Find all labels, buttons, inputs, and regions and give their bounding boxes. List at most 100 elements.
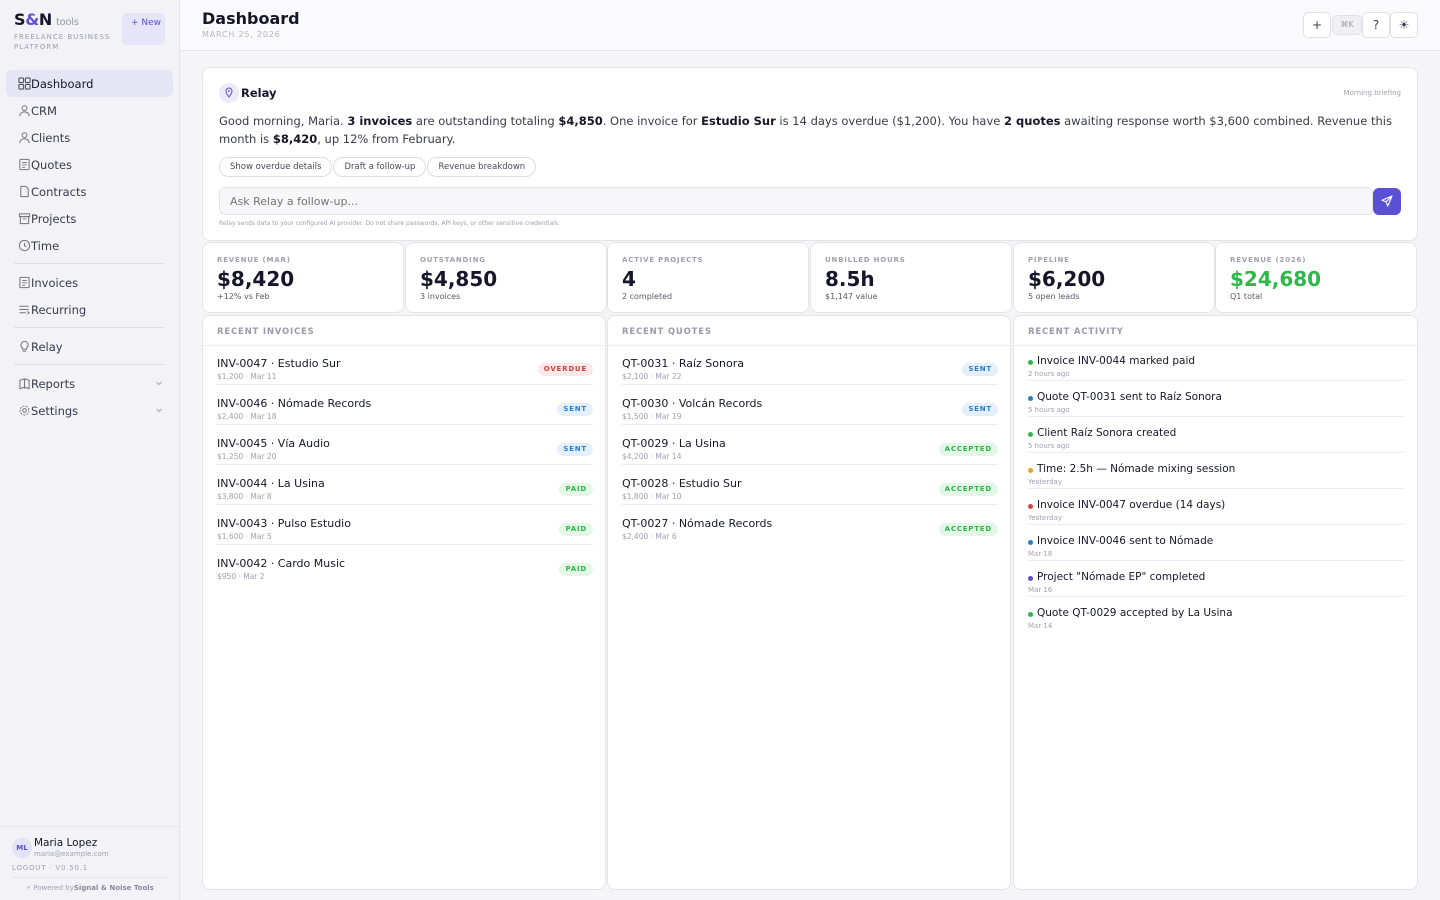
- activity-item[interactable]: Time: 2.5h — Nómade mixing session Yester…: [1028, 453, 1404, 489]
- activity-item[interactable]: Quote QT-0029 accepted by La Usina Mar 14: [1028, 597, 1404, 633]
- invoice-row[interactable]: INV-0043 · Pulso Estudio $1,600 · Mar 5 PA…: [217, 505, 593, 545]
- sidebar-item-invoices[interactable]: Invoices: [6, 269, 173, 296]
- invoice-row[interactable]: INV-0047 · Estudio Sur $1,200 · Mar 11 OVE…: [217, 345, 593, 385]
- sidebar-item-label: CRM: [31, 103, 57, 118]
- quote-icon: [19, 158, 30, 171]
- sidebar-item-reports[interactable]: Reports: [6, 370, 173, 397]
- sidebar-item-crm[interactable]: CRM: [6, 97, 173, 124]
- row-meta: $1,500 · Mar 19: [622, 412, 682, 421]
- invoice-list: INV-0047 · Estudio Sur $1,200 · Mar 11 OVE…: [217, 345, 593, 585]
- panel-heading: RECENT ACTIVITY: [1028, 327, 1124, 337]
- stat-card: PIPELINE $6,200 5 open leads: [1013, 242, 1215, 313]
- user-email: maria@example.com: [34, 850, 109, 858]
- briefing-text: awaiting response worth $3,600 combined.…: [219, 114, 1392, 146]
- briefing-text: Good morning, Maria.: [219, 114, 348, 128]
- row-title: INV-0042 · Cardo Music: [217, 557, 346, 570]
- sidebar-item-projects[interactable]: Projects: [6, 205, 173, 232]
- row-meta: $4,200 · Mar 14: [622, 452, 682, 461]
- activity-item[interactable]: Invoice INV-0046 sent to Nómade Mar 18: [1028, 525, 1404, 561]
- chevron-down-icon[interactable]: [155, 406, 163, 414]
- user-icon: [19, 105, 30, 117]
- status-badge: OVERDUE: [537, 363, 593, 376]
- chip-draft-followup[interactable]: Draft a follow-up: [333, 157, 427, 177]
- invoice-row[interactable]: INV-0044 · La Usina $3,800 · Mar 8 PAID: [217, 465, 593, 505]
- activity-dot: [1028, 396, 1033, 401]
- sidebar-item-dashboard[interactable]: Dashboard: [6, 70, 173, 97]
- quote-row[interactable]: QT-0029 · La Usina $4,200 · Mar 14 ACCEPTE…: [622, 425, 998, 465]
- activity-time: Mar 14: [1028, 622, 1053, 630]
- quote-row[interactable]: QT-0028 · Estudio Sur $1,800 · Mar 10 ACCE…: [622, 465, 998, 505]
- command-palette-button[interactable]: ⌘K: [1332, 15, 1362, 35]
- sidebar-item-relay[interactable]: Relay: [6, 333, 173, 360]
- sidebar-item-contracts[interactable]: Contracts: [6, 178, 173, 205]
- stat-card: UNBILLED HOURS 8.5h $1,147 value: [810, 242, 1012, 313]
- row-title: INV-0047 · Estudio Sur: [217, 357, 341, 370]
- quote-row[interactable]: QT-0031 · Raíz Sonora $2,100 · Mar 22 SENT: [622, 345, 998, 385]
- row-meta: $1,200 · Mar 11: [217, 372, 277, 381]
- logout-link[interactable]: LOGOUT · V0.50.1: [12, 864, 89, 872]
- relay-input[interactable]: [219, 187, 1373, 215]
- powered-link[interactable]: Signal & Noise Tools: [73, 884, 154, 892]
- panel-heading: RECENT INVOICES: [217, 327, 315, 337]
- activity-dot: [1028, 612, 1033, 617]
- chevron-down-icon[interactable]: [155, 379, 163, 387]
- activity-item[interactable]: Invoice INV-0047 overdue (14 days) Yester…: [1028, 489, 1404, 525]
- contract-icon: [20, 185, 29, 198]
- sidebar-item-time[interactable]: Time: [6, 232, 173, 259]
- sidebar-item-quotes[interactable]: Quotes: [6, 151, 173, 178]
- invoice-row[interactable]: INV-0046 · Nómade Records $2,400 · Mar 18…: [217, 385, 593, 425]
- status-badge: SENT: [962, 403, 998, 416]
- activity-time: 5 hours ago: [1028, 442, 1070, 450]
- reports-icon: [19, 378, 30, 390]
- stat-value: 4: [622, 267, 636, 291]
- stat-value: $4,850: [420, 267, 498, 291]
- theme-toggle-button[interactable]: ☀: [1390, 12, 1418, 38]
- page-date: MARCH 25, 2026: [202, 30, 281, 39]
- row-meta: $3,800 · Mar 8: [217, 492, 272, 501]
- briefing-highlight: Estudio Sur: [701, 114, 776, 128]
- briefing-highlight: $4,850: [558, 114, 603, 128]
- avatar[interactable]: ML: [12, 838, 32, 858]
- user-panel: ML Maria Lopez maria@example.com LOGOUT …: [0, 826, 180, 900]
- panel-heading: RECENT QUOTES: [622, 327, 712, 337]
- row-title: INV-0046 · Nómade Records: [217, 397, 372, 410]
- nav-divider: [14, 364, 165, 365]
- recent-invoices-panel: RECENT INVOICES INV-0047 · Estudio Sur $1…: [202, 315, 606, 890]
- briefing-text: is 14 days overdue ($1,200). You have: [775, 114, 1005, 128]
- stat-label: ACTIVE PROJECTS: [622, 256, 704, 264]
- row-title: QT-0031 · Raíz Sonora: [622, 357, 744, 370]
- activity-text: Quote QT-0029 accepted by La Usina: [1037, 607, 1233, 619]
- activity-time: 5 hours ago: [1028, 406, 1070, 414]
- sidebar-item-settings[interactable]: Settings: [6, 397, 173, 424]
- invoice-row[interactable]: INV-0042 · Cardo Music $950 · Mar 2 PAID: [217, 545, 593, 585]
- chip-show-overdue[interactable]: Show overdue details: [219, 157, 333, 177]
- send-button[interactable]: [1373, 188, 1401, 215]
- stat-card: REVENUE (2026) $24,680 Q1 total: [1215, 242, 1417, 313]
- logo[interactable]: S&N tools: [14, 10, 114, 29]
- row-meta: $950 · Mar 2: [217, 572, 265, 581]
- activity-item[interactable]: Client Raíz Sonora created 5 hours ago: [1028, 417, 1404, 453]
- activity-item[interactable]: Quote QT-0031 sent to Raíz Sonora 5 hours…: [1028, 381, 1404, 417]
- quote-list: QT-0031 · Raíz Sonora $2,100 · Mar 22 SENT…: [622, 345, 998, 545]
- new-button[interactable]: + New: [122, 13, 165, 45]
- quote-row[interactable]: QT-0027 · Nómade Records $2,400 · Mar 6 AC…: [622, 505, 998, 545]
- activity-time: Mar 18: [1028, 550, 1053, 558]
- help-button[interactable]: ?: [1362, 12, 1390, 38]
- stat-sub: 2 completed: [622, 292, 673, 301]
- status-badge: PAID: [559, 563, 593, 576]
- quote-row[interactable]: QT-0030 · Volcán Records $1,500 · Mar 19 S…: [622, 385, 998, 425]
- invoice-icon: [19, 276, 30, 289]
- client-icon: [19, 132, 30, 144]
- activity-item[interactable]: Project "Nómade EP" completed Mar 16: [1028, 561, 1404, 597]
- invoice-row[interactable]: INV-0045 · Vía Audio $1,250 · Mar 20 SENT: [217, 425, 593, 465]
- status-badge: SENT: [557, 443, 593, 456]
- activity-item[interactable]: Invoice INV-0044 marked paid 2 hours ago: [1028, 345, 1404, 381]
- sidebar-item-label: Relay: [31, 339, 63, 354]
- sidebar-item-clients[interactable]: Clients: [6, 124, 173, 151]
- sidebar-item-label: Quotes: [31, 157, 72, 172]
- chip-revenue-breakdown[interactable]: Revenue breakdown: [427, 157, 537, 177]
- nav-divider: [14, 327, 165, 328]
- divider: [12, 877, 168, 878]
- add-button[interactable]: +: [1303, 12, 1331, 38]
- sidebar-item-recurring[interactable]: Recurring: [6, 296, 173, 323]
